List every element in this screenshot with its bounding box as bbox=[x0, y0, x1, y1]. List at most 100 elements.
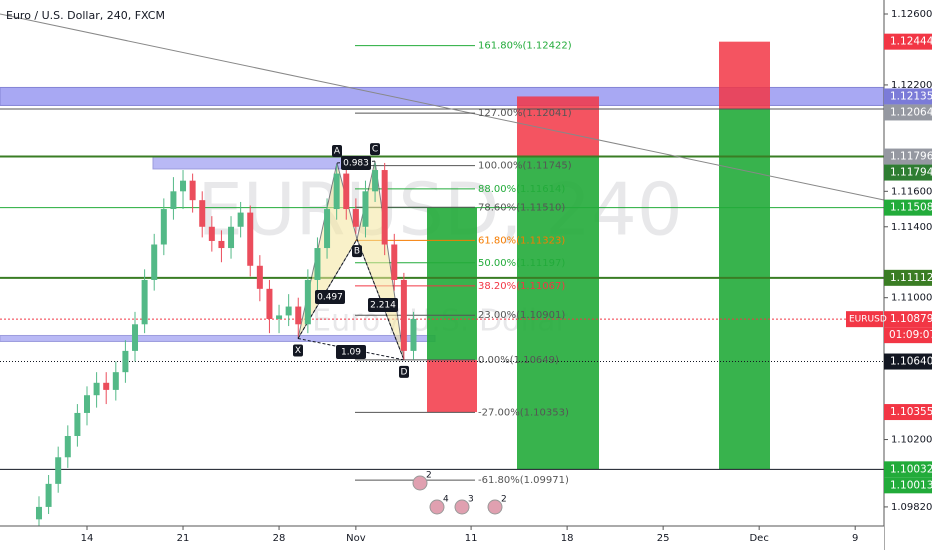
price-tag-label: 1.10640 bbox=[890, 356, 932, 368]
y-tick-label: 1.12200 bbox=[891, 80, 932, 91]
candle-body bbox=[285, 306, 292, 316]
candle-body bbox=[324, 209, 331, 249]
ratio-box bbox=[368, 298, 398, 312]
fib-label: -27.00%(1.10353) bbox=[478, 407, 569, 418]
candle-body bbox=[64, 435, 71, 458]
x-tick-label: 9 bbox=[852, 533, 858, 544]
price-tag bbox=[884, 104, 932, 121]
candle-body bbox=[45, 483, 52, 507]
pattern-point-label: D bbox=[401, 367, 408, 377]
countdown-tag bbox=[884, 327, 932, 344]
chart-title: Euro / U.S. Dollar, 240, FXCM bbox=[6, 9, 165, 22]
candle-body bbox=[352, 209, 359, 227]
zone-band bbox=[152, 156, 356, 170]
target-zone bbox=[517, 156, 599, 470]
candle-body bbox=[74, 412, 81, 436]
candle-body bbox=[362, 191, 369, 227]
candle-body bbox=[199, 200, 206, 227]
candle-body bbox=[343, 173, 350, 210]
candle-body bbox=[35, 506, 42, 520]
candle-body bbox=[93, 382, 100, 396]
ratio-label: 0.983 bbox=[343, 159, 369, 169]
price-tag bbox=[884, 88, 932, 105]
candle-body bbox=[247, 212, 254, 266]
fib-label: 88.00%(1.11614) bbox=[478, 184, 565, 195]
zone-band bbox=[0, 334, 436, 342]
candle-body bbox=[103, 382, 110, 390]
candle-body bbox=[141, 279, 148, 325]
candle-body bbox=[391, 244, 398, 280]
trend-line bbox=[0, 13, 885, 201]
pattern-point-box bbox=[293, 344, 303, 357]
event-icon bbox=[487, 499, 503, 515]
fib-label: -61.80%(1.09971) bbox=[478, 475, 569, 486]
price-tag bbox=[884, 164, 932, 181]
price-tag bbox=[884, 353, 932, 370]
target-zone bbox=[427, 207, 477, 360]
candle-body bbox=[333, 173, 340, 210]
price-tag-label: 1.10879 bbox=[890, 313, 932, 325]
fib-label: 61.80%(1.11323) bbox=[478, 235, 565, 246]
price-tag-label: 1.10355 bbox=[890, 406, 932, 418]
candle-body bbox=[381, 170, 388, 245]
y-tick-label: 1.12600 bbox=[891, 9, 932, 20]
candle-body bbox=[266, 288, 273, 319]
candle-body bbox=[132, 324, 139, 351]
price-tag bbox=[884, 33, 932, 50]
price-tag bbox=[884, 148, 932, 165]
price-tag-label: 1.11112 bbox=[890, 272, 932, 284]
pattern-point-box bbox=[352, 245, 362, 258]
x-tick-label: 11 bbox=[465, 533, 478, 544]
pattern-leg bbox=[297, 337, 405, 361]
candle-body bbox=[122, 350, 129, 373]
pattern-point-label: X bbox=[295, 346, 301, 356]
price-tag bbox=[884, 461, 932, 478]
x-tick-label: 14 bbox=[81, 533, 94, 544]
candle-body bbox=[112, 372, 119, 390]
event-count: 3 bbox=[468, 495, 474, 505]
event-count: 4 bbox=[443, 495, 449, 505]
stop-zone bbox=[517, 96, 599, 157]
candle-body bbox=[410, 318, 417, 351]
price-tag bbox=[884, 404, 932, 421]
price-tag-label: 1.10013 bbox=[890, 479, 932, 491]
event-count: 2 bbox=[501, 495, 507, 505]
price-tag-label: 1.12135 bbox=[890, 90, 932, 102]
x-tick-label: 28 bbox=[273, 533, 286, 544]
symbol-tag-label: EURUSD bbox=[849, 315, 887, 325]
price-tag bbox=[884, 269, 932, 286]
fib-label: 78.60%(1.11510) bbox=[478, 202, 565, 213]
y-tick-label: 1.11600 bbox=[891, 186, 932, 197]
fib-label: 127.00%(1.12041) bbox=[478, 108, 572, 119]
price-tag bbox=[884, 199, 932, 216]
candle-body bbox=[160, 209, 167, 245]
pattern-point-box bbox=[399, 365, 409, 378]
ratio-label: 1.09 bbox=[341, 348, 361, 358]
event-icon bbox=[454, 499, 470, 515]
countdown-label: 01:09:07 bbox=[889, 329, 932, 341]
symbol-tag bbox=[846, 311, 883, 328]
candle-body bbox=[304, 279, 311, 325]
candle-body bbox=[276, 315, 283, 319]
pattern-point-label: A bbox=[334, 146, 341, 156]
price-tag-label: 1.11796 bbox=[890, 151, 932, 163]
candle-body bbox=[237, 212, 244, 227]
pattern-leg bbox=[297, 238, 358, 339]
fib-label: 0.00%(1.10649) bbox=[478, 355, 559, 366]
y-tick-label: 1.09820 bbox=[891, 502, 932, 513]
event-count: 2 bbox=[426, 471, 432, 481]
price-tag-label: 1.12064 bbox=[890, 106, 932, 118]
pattern-point-box bbox=[370, 143, 380, 156]
fib-label: 38.20%(1.11067) bbox=[478, 281, 565, 292]
ratio-label: 2.214 bbox=[370, 301, 396, 311]
candle-body bbox=[372, 170, 379, 192]
ratio-box bbox=[341, 156, 371, 170]
candle-body bbox=[295, 306, 302, 325]
candle-body bbox=[314, 248, 321, 280]
price-tag-label: 1.11794 bbox=[890, 167, 932, 179]
pattern-leg bbox=[356, 239, 405, 361]
candle-body bbox=[256, 265, 263, 289]
x-tick-label: Nov bbox=[346, 533, 366, 544]
price-tag bbox=[884, 477, 932, 494]
